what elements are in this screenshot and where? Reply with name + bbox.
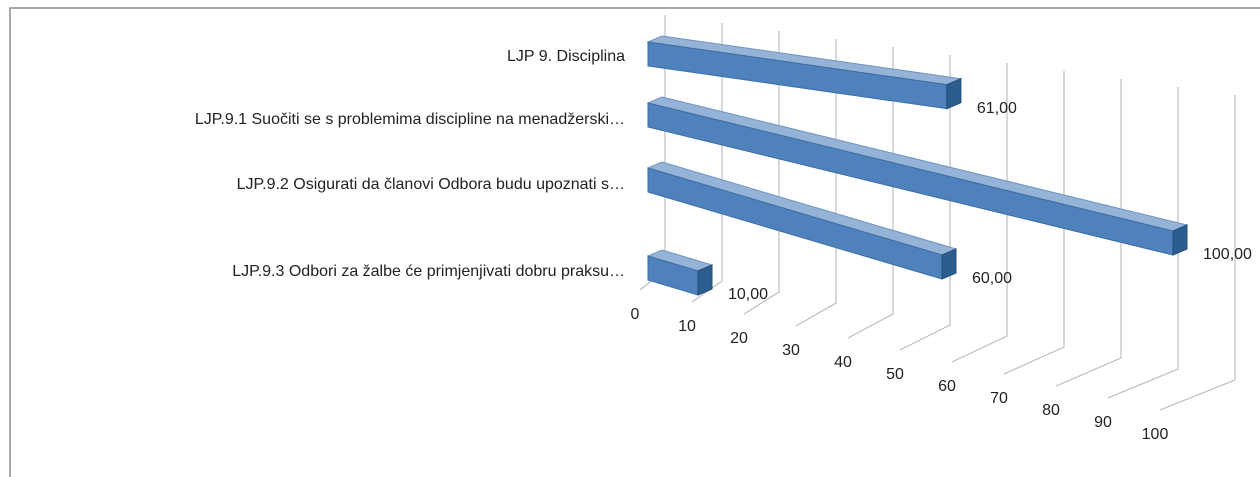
x-tick-label: 0 xyxy=(631,306,640,323)
chart-frame xyxy=(9,7,1260,477)
grid-line xyxy=(847,47,894,339)
x-tick-label: 10 xyxy=(678,318,696,335)
bar xyxy=(647,102,1174,256)
bar-end xyxy=(941,248,957,280)
x-tick-label: 40 xyxy=(834,354,852,371)
x-tick-label: 100 xyxy=(1142,426,1169,443)
grid-line xyxy=(795,39,837,327)
grid-line xyxy=(951,63,1008,363)
value-label: 60,00 xyxy=(972,270,1012,287)
grid-line xyxy=(899,55,951,351)
grid-line xyxy=(1159,95,1236,411)
grid-line xyxy=(1003,71,1065,375)
value-label: 10,00 xyxy=(728,286,768,303)
x-tick-label: 60 xyxy=(938,378,956,395)
category-label: LJP.9.1 Suočiti se s problemima discipli… xyxy=(195,111,625,128)
x-tick-label: 50 xyxy=(886,366,904,383)
bar-end xyxy=(697,264,713,296)
x-tick-label: 70 xyxy=(990,390,1008,407)
x-tick-label: 20 xyxy=(730,330,748,347)
bar-end xyxy=(946,77,962,110)
x-tick-label: 30 xyxy=(782,342,800,359)
category-label: LJP.9.2 Osigurati da članovi Odbora budu… xyxy=(237,176,625,193)
category-label: LJP 9. Disciplina xyxy=(507,48,625,65)
value-label: 61,00 xyxy=(977,100,1017,117)
grid-line xyxy=(1107,87,1179,399)
value-label: 100,00 xyxy=(1203,246,1252,263)
grid-line xyxy=(691,23,723,303)
x-tick-label: 80 xyxy=(1042,402,1060,419)
x-tick-label: 90 xyxy=(1094,414,1112,431)
grid-line xyxy=(743,31,780,315)
category-label: LJP.9.3 Odbori za žalbe će primjenjivati… xyxy=(232,263,625,280)
grid-line xyxy=(1055,79,1122,387)
bar-end xyxy=(1172,224,1188,256)
